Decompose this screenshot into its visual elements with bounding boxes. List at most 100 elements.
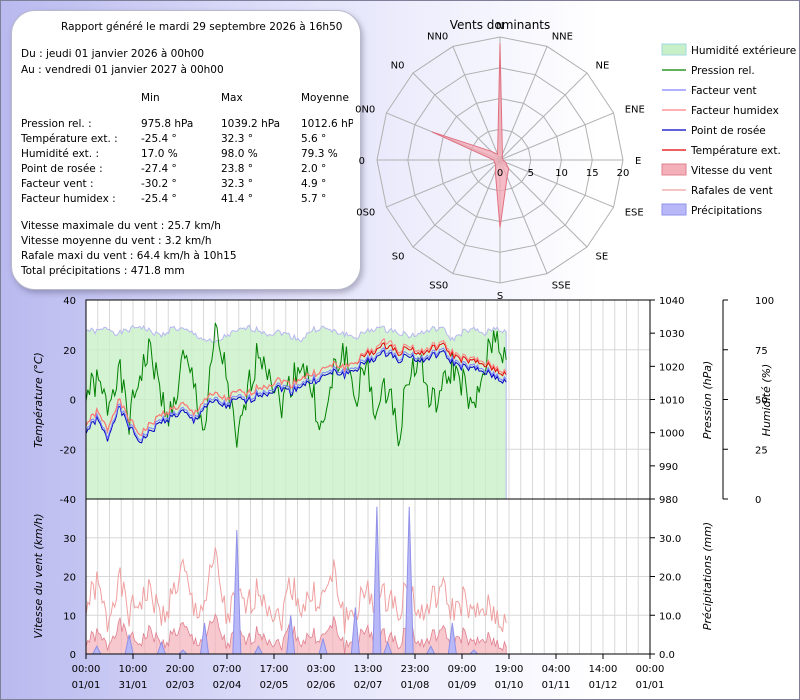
radar-direction-label: NE: [596, 61, 610, 72]
y-tick-label-pressure: 990: [659, 462, 678, 473]
stat-min: -25.4 °: [141, 193, 177, 205]
wind-precipitation-chart: 0 10 20 30 0.0 10.0 20.0 30.0 Vitesse du vent (k…: [32, 498, 714, 691]
x-tick-label-time: 00:00: [72, 664, 101, 675]
radar-spoke: [499, 46, 548, 161]
radar-direction-label: ENE: [625, 104, 645, 115]
period-from: Du : jeudi 01 janvier 2026 à 00h00: [21, 48, 205, 60]
stat-label: Pression rel. :: [21, 118, 92, 130]
x-tick-label-date: 01/01: [636, 680, 665, 691]
x-tick-label-time: 04:00: [542, 664, 571, 675]
x-tick-label-date: 02/05: [260, 680, 289, 691]
legend-label: Vitesse du vent: [691, 165, 772, 177]
series-line: [85, 337, 507, 436]
stat-label: Point de rosée :: [21, 163, 103, 175]
x-tick-label-time: 00:00: [636, 664, 665, 675]
radar-spoke: [499, 112, 614, 161]
radar-direction-label: N0: [391, 61, 405, 72]
stat-max: 32.3 °: [221, 178, 253, 190]
x-tick-label-date: 02/04: [213, 680, 242, 691]
wind-max-gust: Rafale maxi du vent : 64.4 km/h à 10h15: [21, 250, 237, 262]
stat-avg: 2.0 °: [301, 163, 327, 175]
legend-swatch: [661, 163, 687, 176]
x-tick-label-time: 19:00: [495, 664, 524, 675]
x-tick-label-date: 02/07: [354, 680, 383, 691]
y-tick-label-left: 10: [63, 611, 76, 622]
wind-avg-speed: Vitesse moyenne du vent : 3.2 km/h: [21, 235, 212, 247]
y-tick-label-precip: 10.0: [659, 611, 681, 622]
x-tick-label-date: 01/10: [495, 680, 524, 691]
y-tick-label-pressure: 1010: [659, 396, 684, 407]
y-axis-title-wind: Vitesse du vent (km/h): [32, 513, 45, 638]
legend-swatch: [661, 43, 687, 56]
radar-radial-tick: 10: [555, 168, 568, 179]
y-tick-label-humidity: 75: [755, 346, 768, 357]
report-summary-box: Rapport généré le mardi 29 septembre 202…: [11, 10, 361, 290]
chart-legend: Humidité extérieure Pression rel. Facteur …: [661, 43, 796, 217]
radar-spoke: [499, 159, 614, 208]
radar-wind-frequency-area: [431, 43, 510, 228]
stat-label: Facteur vent :: [21, 178, 94, 190]
y-axis-title-left: Température (°C): [32, 352, 45, 448]
x-tick-label-time: 14:00: [589, 664, 618, 675]
stat-max: 1039.2 hPa: [221, 118, 281, 130]
radar-radial-tick: 5: [528, 168, 534, 179]
y-tick-label-humidity: 25: [755, 445, 768, 456]
radar-direction-label: S0: [392, 252, 405, 263]
x-tick-label-date: 01/11: [542, 680, 571, 691]
stat-min: 975.8 hPa: [141, 118, 194, 130]
radar-direction-label: SSE: [552, 281, 571, 292]
series-wind-gust-line: [85, 547, 507, 634]
legend-swatch: [661, 203, 687, 216]
y-tick-label-left: 20: [63, 346, 76, 357]
legend-label: Humidité extérieure: [691, 45, 796, 57]
x-tick-label-date: 01/09: [448, 680, 477, 691]
y-tick-label-left: 30: [63, 534, 76, 545]
stats-header-min: Min: [141, 92, 160, 104]
y-axis-title-precip: Précipitations (mm): [701, 522, 714, 630]
radar-direction-label: NNE: [552, 31, 573, 42]
y-tick-label-pressure: 1040: [659, 296, 684, 307]
radar-spoke: [499, 72, 588, 161]
series-line: [85, 349, 507, 444]
radar-spoke: [412, 159, 501, 248]
radar-direction-label: N: [496, 21, 503, 32]
x-tick-label-time: 07:00: [213, 664, 242, 675]
x-tick-label-date: 01/01: [72, 680, 101, 691]
stat-min: -30.2 °: [141, 178, 177, 190]
stat-min: -27.4 °: [141, 163, 177, 175]
radar-direction-label: SS0: [429, 281, 448, 292]
temperature-pressure-humidity-chart: -40 -20 0 20 40 980 990 1000 1010 1020 1030 1040 0 25…: [32, 296, 774, 506]
radar-spoke: [386, 159, 501, 208]
y-tick-label-pressure: 1020: [659, 362, 684, 373]
radar-direction-label: S: [497, 291, 503, 302]
radar-spoke: [499, 159, 588, 248]
y-tick-label-pressure: 980: [659, 495, 678, 506]
radar-direction-label: ESE: [625, 208, 644, 219]
legend-label: Facteur vent: [691, 85, 757, 97]
wind-max-speed: Vitesse maximale du vent : 25.7 km/h: [21, 220, 221, 232]
stat-max: 23.8 °: [221, 163, 253, 175]
report-title: Rapport généré le mardi 29 septembre 202…: [61, 21, 343, 33]
y-tick-label-pressure: 1030: [659, 329, 684, 340]
legend-label: Facteur humidex: [691, 105, 779, 117]
y-tick-label-left: 0: [70, 650, 76, 661]
radar-direction-label: NN0: [427, 31, 448, 42]
radar-radial-tick: 20: [617, 168, 630, 179]
y-axis-title-humidity: Humidité (%): [760, 364, 773, 437]
stat-avg: 5.7 °: [301, 193, 327, 205]
radar-spoke: [452, 46, 501, 161]
stat-max: 41.4 °: [221, 193, 253, 205]
period-to: Au : vendredi 01 janvier 2027 à 00h00: [21, 64, 224, 76]
stat-label: Température ext. :: [21, 133, 118, 145]
stat-label: Facteur humidex :: [21, 193, 116, 205]
stat-avg: 4.9 °: [301, 178, 327, 190]
series-wind-speed-area: [85, 613, 507, 655]
legend-label: Pression rel.: [691, 65, 755, 77]
x-tick-label-time: 10:00: [119, 664, 148, 675]
y-tick-label-humidity: 0: [755, 495, 761, 506]
x-tick-label-time: 13:00: [354, 664, 383, 675]
radar-direction-label: 0S0: [356, 208, 375, 219]
radar-direction-label: SE: [596, 252, 609, 263]
